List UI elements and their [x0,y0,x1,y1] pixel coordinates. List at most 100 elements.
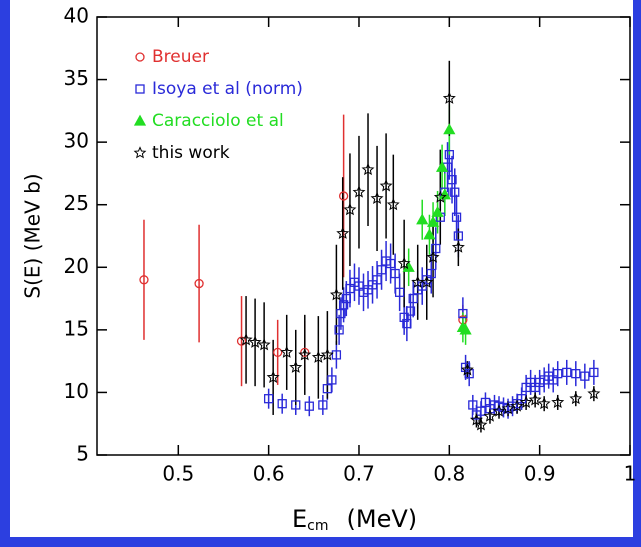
data-point [458,308,468,319]
x-tick-label: 0.9 [524,462,556,486]
x-tick-label: 0.6 [253,462,285,486]
legend-label: this work [152,143,230,163]
y-tick-label: 20 [64,254,89,278]
data-point [266,370,280,383]
y-tick-label: 30 [64,129,89,153]
data-point [334,325,344,335]
data-point [376,265,387,275]
data-point [399,312,409,322]
data-point [423,228,436,240]
data-point [426,250,440,263]
data-point [438,188,451,200]
data-point [431,243,441,254]
data-point [433,190,447,203]
data-point [139,275,149,285]
legend-marker [133,146,147,159]
data-point [476,406,486,416]
data-point [474,418,488,431]
data-point [397,256,411,270]
y-tick-label: 40 [64,4,89,28]
plot-background [10,0,633,537]
x-tick-label: 0.7 [343,462,375,486]
data-point [277,399,287,409]
data-point [453,231,464,241]
data-point [311,350,325,363]
data-point [469,413,483,426]
data-point [420,275,434,288]
data-point [501,401,515,415]
legend-marker [135,52,145,62]
data-point [304,401,314,411]
data-point [426,268,436,279]
y-tick-label: 10 [64,379,89,403]
data-point [318,400,328,410]
data-point [331,350,342,360]
x-label-symbol: E [292,505,307,533]
data-point [553,369,563,379]
data-point [435,160,449,172]
data-point [257,338,271,351]
data-point [562,367,572,378]
data-point [569,391,583,405]
data-point [338,191,349,201]
data-point [426,215,440,227]
data-point [372,275,382,285]
plot-frame [96,16,631,456]
y-tick-label: 15 [64,316,89,340]
data-point [408,293,418,304]
data-point [239,333,253,346]
legend-marker [133,114,147,126]
data-point [343,202,357,216]
data-point [450,187,460,197]
data-point [336,308,346,319]
data-point [468,400,478,410]
x-label-unit: (MeV) [347,505,418,533]
data-point [587,386,601,400]
data-point [361,162,375,176]
data-point [263,394,274,404]
data-point [289,360,303,373]
y-axis-label: S(E) (MeV b) [21,173,45,298]
data-point [370,191,384,204]
data-point [402,318,412,329]
x-tick-label: 0.8 [433,462,465,486]
data-point [416,213,429,225]
data-point [528,393,542,406]
legend-marker [135,84,145,94]
data-point [280,345,294,358]
data-point [338,300,349,310]
data-point [329,288,343,301]
data-point [379,179,393,192]
data-point [589,367,599,378]
data-point [460,363,474,376]
legend-label: Isoya et al (norm) [152,79,303,99]
data-point [352,185,366,198]
data-point [405,306,416,316]
data-point [551,395,565,408]
data-point [510,399,524,412]
data-point [341,293,351,304]
data-point [194,278,204,289]
y-tick-label: 25 [64,191,89,215]
data-point [248,335,262,348]
y-tick-label: 5 [76,442,89,466]
x-label-subscript: cm [307,518,328,534]
data-point [537,396,551,410]
data-point [447,175,457,185]
data-point [483,409,497,422]
x-tick-label: 1 [624,462,637,486]
data-point [273,347,283,358]
data-point [580,371,590,381]
data-point [443,123,456,135]
data-point [431,205,444,217]
data-point [385,258,396,269]
data-point [459,323,472,335]
legend-label: Caracciolo et al [152,111,284,131]
data-point [571,369,581,379]
data-point [236,336,247,346]
data-point [394,287,405,297]
data-point [492,404,506,417]
x-axis-label: Ecm (MeV) [292,505,417,534]
